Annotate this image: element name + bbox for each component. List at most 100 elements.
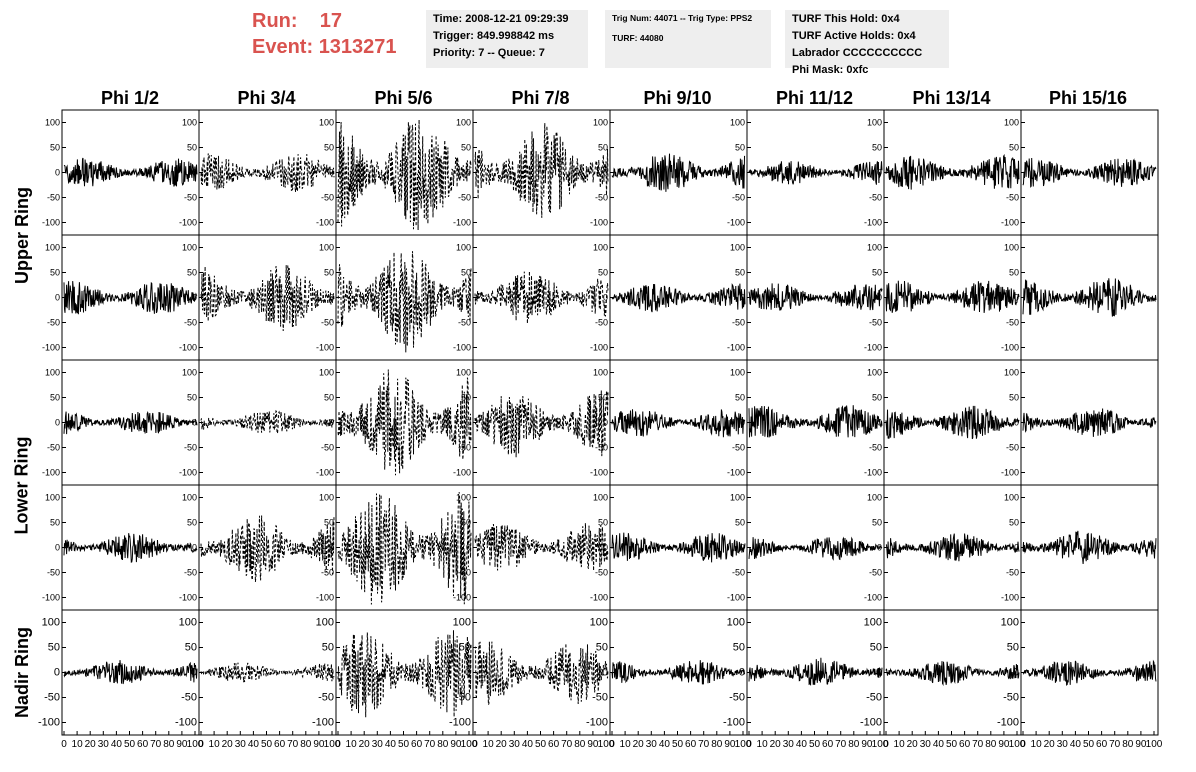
ytick-label-r0-c3-3: -50 (458, 193, 471, 203)
ytick-label-r4-c7-3: -50 (1003, 692, 1019, 704)
trig-info-box: Trig Num: 44071 -- Trig Type: PPS2 TURF:… (605, 10, 771, 68)
xtick-label-c7-7: 70 (1109, 739, 1121, 750)
xtick-label-c3-7: 70 (561, 739, 573, 750)
ytick-label-r2-c5-4: -100 (727, 468, 745, 478)
ytick-label-r2-c5-1: 50 (735, 393, 745, 403)
xtick-label-c4-3: 30 (646, 739, 658, 750)
waveform-trace-r2-c3 (474, 390, 609, 458)
waveform-trace-r1-c5 (748, 283, 883, 311)
ytick-label-r2-c0-1: 50 (50, 393, 60, 403)
event-value: 1313271 (318, 36, 397, 58)
ytick-label-r2-c0-4: -100 (42, 468, 60, 478)
ytick-label-r4-c4-1: 50 (596, 642, 608, 654)
xtick-label-c3-8: 80 (574, 739, 586, 750)
priority-line: Priority: 7 -- Queue: 7 (433, 47, 545, 59)
xtick-label-c1-1: 10 (209, 739, 221, 750)
ytick-label-r4-c7-2: 0 (1013, 667, 1019, 679)
xtick-label-c3-3: 30 (509, 739, 521, 750)
xtick-label-c6-0: 0 (883, 739, 889, 750)
ytick-label-r3-c1-3: -50 (184, 568, 197, 578)
xtick-label-c5-9: 90 (861, 739, 873, 750)
turf-active-line: TURF Active Holds: 0x4 (792, 30, 916, 42)
trigger-line: Trigger: 849.998842 ms (433, 30, 555, 42)
ytick-label-r1-c6-4: -100 (864, 343, 882, 353)
xtick-label-c0-7: 70 (150, 739, 162, 750)
xtick-label-c1-4: 40 (248, 739, 260, 750)
ytick-label-r3-c3-0: 100 (456, 493, 471, 503)
waveform-trace-r4-c5 (748, 657, 883, 686)
xtick-label-c3-6: 60 (548, 739, 560, 750)
xtick-label-c4-4: 40 (659, 739, 671, 750)
waveform-trace-r0-c6 (885, 153, 1020, 190)
ytick-label-r3-c1-0: 100 (182, 493, 197, 503)
waveform-trace-r3-c6 (885, 533, 1020, 562)
ytick-label-r4-c3-2: 0 (465, 667, 471, 679)
xtick-label-c1-3: 30 (235, 739, 247, 750)
ytick-label-r3-c6-3: -50 (869, 568, 882, 578)
ytick-label-r4-c7-0: 100 (1001, 617, 1019, 629)
waveform-trace-r4-c1 (200, 662, 335, 683)
ytick-label-r4-c6-1: 50 (870, 642, 882, 654)
xtick-label-c6-6: 60 (959, 739, 971, 750)
ytick-label-r2-c3-0: 100 (456, 368, 471, 378)
waveform-trace-r2-c7 (1022, 408, 1157, 437)
ytick-label-r4-c0-4: -100 (38, 717, 60, 729)
waveform-trace-r3-c0 (63, 533, 198, 563)
waveform-trace-r4-c7 (1022, 659, 1157, 686)
xtick-label-c5-8: 80 (848, 739, 860, 750)
waveform-trace-r3-c1 (200, 515, 335, 583)
col-header-phi-3-4: Phi 3/4 (237, 88, 296, 108)
ytick-label-r2-c3-3: -50 (458, 443, 471, 453)
ytick-label-r0-c1-0: 100 (182, 118, 197, 128)
xtick-label-c1-0: 0 (198, 739, 204, 750)
ytick-label-r2-c7-4: -100 (1001, 468, 1019, 478)
ytick-label-r0-c1-3: -50 (184, 193, 197, 203)
ytick-label-r2-c6-1: 50 (872, 393, 882, 403)
ytick-label-r3-c3-3: -50 (458, 568, 471, 578)
ytick-label-r4-c1-3: -50 (181, 692, 197, 704)
ytick-label-r2-c4-3: -50 (595, 443, 608, 453)
ytick-label-r0-c6-0: 100 (867, 118, 882, 128)
ytick-label-r1-c6-3: -50 (869, 318, 882, 328)
waveform-trace-r0-c0 (63, 157, 198, 187)
ytick-label-r2-c7-0: 100 (1004, 368, 1019, 378)
ytick-label-r1-c5-1: 50 (735, 268, 745, 278)
waveform-trace-r0-c5 (748, 161, 883, 185)
ytick-label-r3-c1-2: 0 (192, 543, 197, 553)
ytick-label-r3-c2-3: -50 (321, 568, 334, 578)
waveform-trace-r2-c6 (885, 405, 1020, 440)
ytick-label-r4-c4-3: -50 (592, 692, 608, 704)
waveform-trace-r2-c0 (63, 411, 198, 435)
ytick-label-r0-c5-0: 100 (730, 118, 745, 128)
ytick-label-r1-c5-4: -100 (727, 343, 745, 353)
ytick-label-r0-c5-2: 0 (740, 168, 745, 178)
ytick-label-r0-c0-1: 50 (50, 143, 60, 153)
xtick-label-c7-10: 100 (1146, 739, 1163, 750)
col-header-phi-13-14: Phi 13/14 (912, 88, 991, 108)
ytick-label-r0-c6-3: -50 (869, 193, 882, 203)
xtick-label-c0-2: 20 (85, 739, 97, 750)
ytick-label-r1-c3-0: 100 (456, 243, 471, 253)
ytick-label-r4-c5-4: -100 (723, 717, 745, 729)
ytick-label-r0-c3-1: 50 (461, 143, 471, 153)
ytick-label-r1-c6-1: 50 (872, 268, 882, 278)
xtick-label-c1-9: 90 (313, 739, 325, 750)
ytick-label-r2-c0-2: 0 (55, 418, 60, 428)
xtick-label-c6-10: 100 (1009, 739, 1026, 750)
ytick-label-r3-c6-2: 0 (877, 543, 882, 553)
ytick-label-r3-c2-2: 0 (329, 543, 334, 553)
waveform-trace-r2-c5 (748, 405, 883, 438)
ytick-label-r1-c1-3: -50 (184, 318, 197, 328)
ytick-label-r0-c3-0: 100 (456, 118, 471, 128)
xtick-label-c5-5: 50 (809, 739, 821, 750)
ytick-label-r1-c7-0: 100 (1004, 243, 1019, 253)
ytick-label-r3-c7-3: -50 (1006, 568, 1019, 578)
ytick-label-r3-c3-1: 50 (461, 518, 471, 528)
waveform-trace-r2-c1 (200, 409, 335, 435)
ytick-label-r2-c6-2: 0 (877, 418, 882, 428)
ytick-label-r4-c7-1: 50 (1007, 642, 1019, 654)
xtick-label-c6-2: 20 (907, 739, 919, 750)
ytick-label-r2-c2-2: 0 (329, 418, 334, 428)
ytick-label-r1-c6-2: 0 (877, 293, 882, 303)
ytick-label-r2-c2-1: 50 (324, 393, 334, 403)
